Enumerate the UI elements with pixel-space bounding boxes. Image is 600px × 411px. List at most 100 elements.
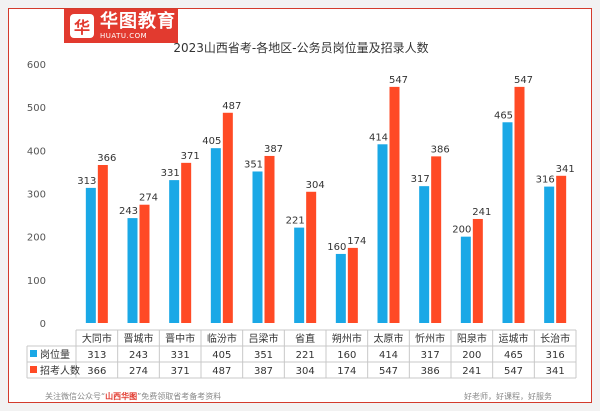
data-label: 200 xyxy=(452,225,471,236)
table-cell: 304 xyxy=(296,366,315,377)
x-tick-label: 省直 xyxy=(295,332,315,345)
data-label: 351 xyxy=(244,159,263,170)
table-cell: 331 xyxy=(171,350,190,361)
bar-applicants xyxy=(389,86,400,324)
data-label: 387 xyxy=(264,144,283,155)
x-tick-label: 阳泉市 xyxy=(457,332,487,345)
data-label: 341 xyxy=(556,164,575,175)
data-label: 316 xyxy=(536,175,555,186)
bar-positions xyxy=(377,144,388,323)
bar-positions xyxy=(335,253,346,323)
data-label: 487 xyxy=(222,101,241,112)
data-label: 371 xyxy=(181,151,200,162)
table-cell: 386 xyxy=(421,366,440,377)
bar-positions xyxy=(460,236,471,323)
x-tick-label: 太原市 xyxy=(374,332,404,345)
brand-logo: 华 华图教育 HUATU.COM xyxy=(64,9,178,43)
data-label: 221 xyxy=(286,216,305,227)
table-cell: 547 xyxy=(379,366,398,377)
bar-positions xyxy=(252,171,263,323)
brand-name: 华图教育 xyxy=(100,10,176,32)
bar-applicants xyxy=(347,247,358,323)
x-tick-label: 忻州市 xyxy=(415,332,445,345)
bar-positions xyxy=(85,187,96,323)
table-cell: 313 xyxy=(87,350,106,361)
table-cell: 174 xyxy=(337,366,356,377)
bar-applicants xyxy=(514,86,525,324)
table-cell: 200 xyxy=(462,350,481,361)
bar-applicants xyxy=(472,218,483,323)
data-label: 160 xyxy=(327,242,346,253)
bar-positions xyxy=(502,122,513,324)
data-label: 414 xyxy=(369,132,388,143)
bar-applicants xyxy=(431,156,442,323)
table-cell: 547 xyxy=(504,366,523,377)
legend-label: 招考人数 xyxy=(40,364,80,377)
bar-applicants xyxy=(97,165,108,323)
y-tick-label: 400 xyxy=(27,146,46,157)
brand-url: HUATU.COM xyxy=(100,31,148,40)
bar-applicants xyxy=(556,175,567,323)
x-tick-label: 吕梁市 xyxy=(249,332,279,345)
x-tick-label: 临汾市 xyxy=(207,332,237,345)
data-label: 313 xyxy=(77,176,96,187)
data-label: 317 xyxy=(411,174,430,185)
legend-swatch-applicants xyxy=(30,366,37,373)
table-cell: 487 xyxy=(212,366,231,377)
x-tick-label: 运城市 xyxy=(499,332,529,345)
data-label: 274 xyxy=(139,193,158,204)
table-cell: 241 xyxy=(462,366,481,377)
bar-applicants xyxy=(181,162,192,323)
footer-slogan: 好老师，好课程，好服务 xyxy=(464,392,552,401)
legend-label: 岗位量 xyxy=(40,348,70,361)
table-cell: 160 xyxy=(337,350,356,361)
bar-positions xyxy=(127,218,138,323)
table-cell: 274 xyxy=(129,366,148,377)
bar-positions xyxy=(419,186,430,323)
chart-title: 2023山西省考-各地区-公务员岗位量及招录人数 xyxy=(173,41,429,55)
table-cell: 221 xyxy=(296,350,315,361)
data-label: 547 xyxy=(389,75,408,86)
table-cell: 351 xyxy=(254,350,273,361)
y-tick-label: 600 xyxy=(27,60,46,71)
data-label: 547 xyxy=(514,75,533,86)
bar-applicants xyxy=(306,191,317,323)
table-cell: 243 xyxy=(129,350,148,361)
table-cell: 371 xyxy=(171,366,190,377)
bar-applicants xyxy=(139,204,150,323)
bar-positions xyxy=(294,227,305,323)
y-tick-label: 300 xyxy=(27,190,46,201)
table-cell: 366 xyxy=(87,366,106,377)
data-label: 405 xyxy=(202,136,221,147)
data-label: 366 xyxy=(97,153,116,164)
bar-applicants xyxy=(222,112,233,323)
table-cell: 341 xyxy=(546,366,565,377)
x-tick-label: 朔州市 xyxy=(332,332,362,345)
data-label: 386 xyxy=(431,144,450,155)
footer-note: 关注微信公众号“山西华图”免费领取省考备考资料 xyxy=(45,392,222,401)
chart-card: 华 华图教育 HUATU.COM 2023山西省考-各地区-公务员岗位量及招录人… xyxy=(8,8,592,403)
data-label: 465 xyxy=(494,110,513,121)
bar-positions xyxy=(544,186,555,323)
data-label: 174 xyxy=(347,236,366,247)
bar-positions xyxy=(210,148,221,323)
x-tick-label: 晋中市 xyxy=(165,332,195,345)
bar-positions xyxy=(169,180,180,323)
table-cell: 316 xyxy=(546,350,565,361)
y-tick-label: 0 xyxy=(40,319,46,330)
data-label: 331 xyxy=(161,168,180,179)
table-cell: 405 xyxy=(212,350,231,361)
table-cell: 317 xyxy=(421,350,440,361)
x-tick-label: 大同市 xyxy=(82,332,112,345)
y-tick-label: 200 xyxy=(27,233,46,244)
x-tick-label: 晋城市 xyxy=(124,332,154,345)
brand-mark-icon: 华 xyxy=(70,14,94,38)
legend-swatch-positions xyxy=(30,350,37,357)
table-cell: 387 xyxy=(254,366,273,377)
footer-account: 山西华图 xyxy=(105,392,138,401)
table-cell: 465 xyxy=(504,350,523,361)
data-label: 241 xyxy=(472,207,491,218)
y-tick-label: 500 xyxy=(27,103,46,114)
data-label: 243 xyxy=(119,206,138,217)
bar-applicants xyxy=(264,155,275,323)
